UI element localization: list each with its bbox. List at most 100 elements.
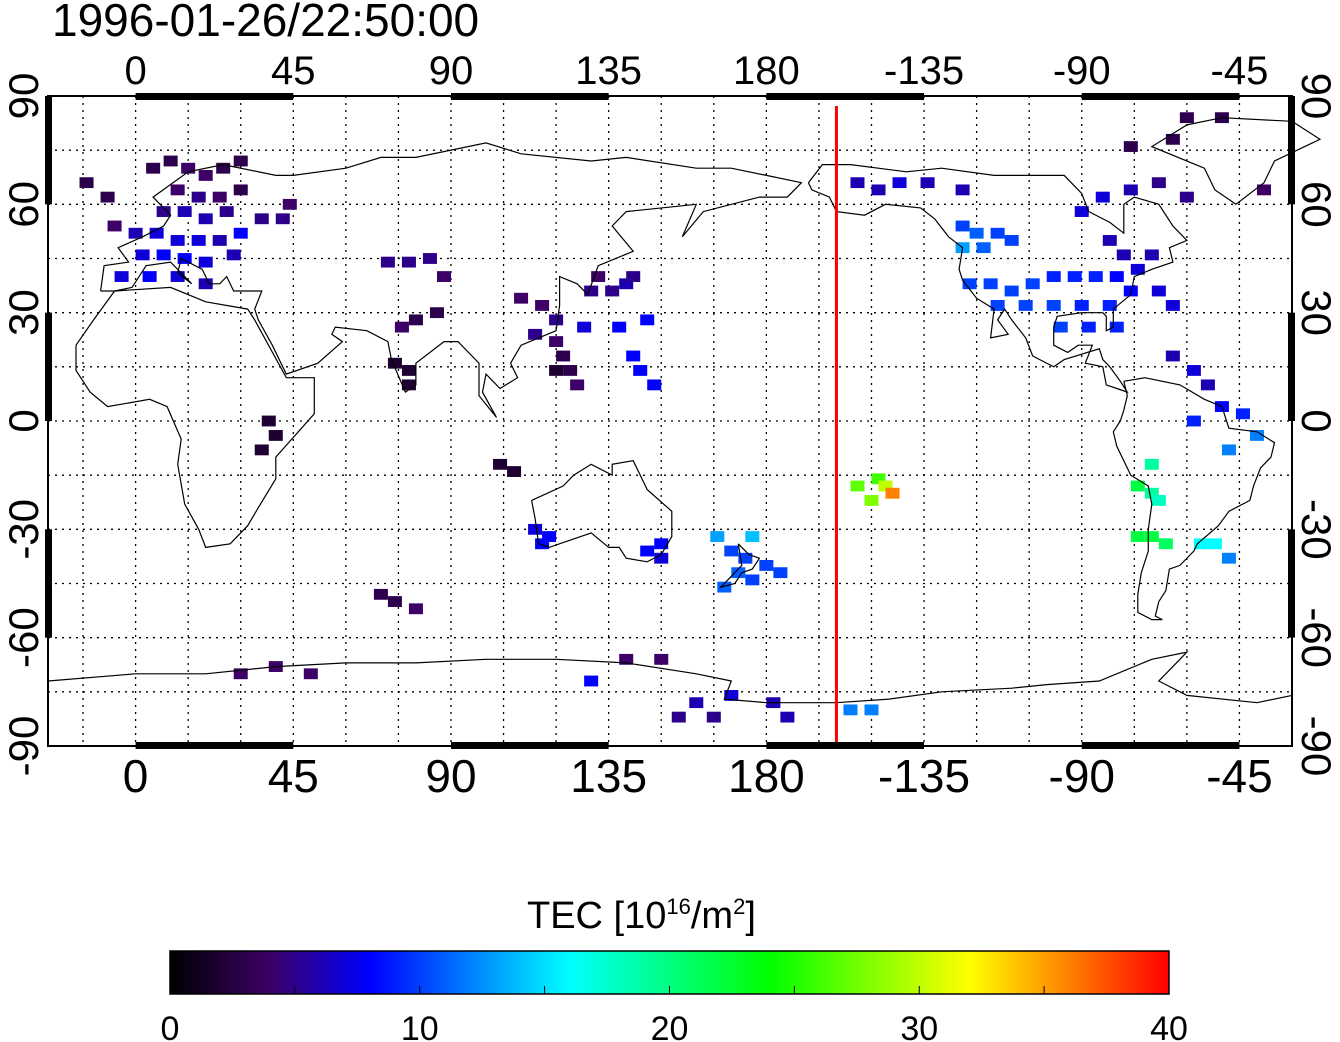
tec-cell — [850, 480, 865, 492]
tec-cell — [394, 321, 409, 333]
tec-cell — [549, 314, 564, 326]
frame-bar-bottom — [450, 742, 609, 749]
tec-cell — [1207, 538, 1222, 550]
tec-cell — [549, 365, 564, 376]
tec-cell — [216, 162, 231, 174]
tec-cell — [387, 596, 402, 607]
tec-cell — [745, 531, 760, 542]
coastline — [100, 142, 803, 418]
tec-cell — [181, 162, 196, 174]
tec-cell — [135, 249, 150, 261]
colorbar-title-unit: /m — [691, 895, 733, 937]
tec-cell — [380, 256, 395, 268]
right-lat-label: 90 — [1293, 73, 1340, 120]
tec-cell — [605, 285, 620, 297]
colorbar-tick-label: 10 — [401, 1010, 439, 1042]
tec-cell — [1165, 300, 1180, 311]
coastlines — [47, 117, 1322, 704]
tec-cell — [1081, 321, 1096, 333]
tec-cell — [373, 588, 388, 600]
left-lat-label: 60 — [0, 181, 47, 228]
tec-cell — [408, 603, 423, 615]
tec-cell — [514, 292, 529, 304]
tec-cell — [507, 466, 522, 477]
tec-cell — [920, 177, 935, 189]
coastline — [47, 651, 1293, 704]
right-lat-label: 60 — [1293, 181, 1340, 228]
tec-cell — [1088, 271, 1103, 282]
tec-cell — [647, 379, 662, 391]
colorbar-tick-label: 30 — [900, 1010, 938, 1042]
top-lon-label: 45 — [271, 49, 316, 93]
tec-cell — [654, 552, 669, 564]
tec-cell — [633, 365, 648, 376]
tec-cell — [955, 220, 970, 232]
bottom-lon-label: 0 — [123, 750, 149, 802]
tec-cell — [1130, 263, 1145, 275]
tec-cell — [1200, 379, 1215, 391]
tec-cell — [584, 675, 599, 687]
tec-cell — [1116, 249, 1131, 261]
tec-cell — [114, 271, 129, 282]
tec-cell — [885, 487, 900, 499]
tec-cell — [198, 278, 213, 290]
tec-cell — [268, 430, 283, 441]
tec-cell — [1018, 300, 1033, 311]
tec-cell — [1179, 191, 1194, 203]
tec-cell — [1249, 430, 1264, 441]
tec-cell — [170, 235, 185, 246]
coastline — [1150, 117, 1322, 206]
colorbar: TEC [1016/m2] 0 10 20 30 40 — [161, 894, 1188, 1042]
tec-cell — [191, 191, 206, 203]
left-lat-label: 30 — [0, 289, 47, 336]
tec-cell — [219, 206, 234, 217]
tec-cell — [1102, 235, 1117, 246]
tec-cell — [706, 711, 721, 723]
tec-cell — [591, 271, 606, 282]
tec-cell — [990, 300, 1005, 311]
tec-cell — [1144, 531, 1159, 542]
frame-bar-bottom — [1081, 742, 1240, 749]
tec-cell — [1102, 300, 1117, 311]
tec-cell — [146, 162, 161, 174]
tec-cell — [1004, 235, 1019, 246]
tec-cell — [1130, 480, 1145, 492]
tec-cell — [535, 300, 550, 311]
tec-cell — [408, 314, 423, 326]
tec-cell — [1123, 141, 1138, 152]
tec-cell — [254, 213, 269, 225]
tec-cell — [191, 235, 206, 246]
left-lat-label: 90 — [0, 73, 47, 120]
tec-cell — [1109, 271, 1124, 282]
tec-cell — [1186, 365, 1201, 376]
tec-cell — [1221, 444, 1236, 456]
tec-cell — [149, 227, 164, 239]
tec-cell — [556, 350, 571, 362]
frame-bar-top — [766, 93, 925, 100]
tec-cell — [163, 155, 178, 167]
tec-cell — [429, 307, 444, 319]
tec-cell — [1025, 278, 1040, 290]
bottom-lon-label: -90 — [1049, 750, 1115, 802]
tec-cell — [198, 256, 213, 268]
bottom-lon-label: 135 — [570, 750, 647, 802]
tec-cell — [871, 473, 886, 485]
tec-cell — [710, 531, 725, 542]
tec-cell — [156, 249, 171, 261]
tec-cell — [640, 545, 655, 557]
tec-cell — [422, 253, 437, 264]
tec-cell — [1095, 191, 1110, 203]
colorbar-title-exponent-2: 2 — [733, 894, 745, 919]
tec-cell — [100, 191, 115, 203]
tec-cell — [892, 177, 907, 189]
tec-cell — [401, 379, 416, 391]
tec-cell — [612, 321, 627, 333]
bottom-lon-label: 180 — [728, 750, 805, 802]
top-lon-label: 135 — [575, 49, 642, 93]
tec-cell — [1067, 271, 1082, 282]
tec-cell — [654, 538, 669, 550]
tec-cell — [626, 350, 641, 362]
tec-cell — [563, 365, 578, 376]
tec-cell — [962, 278, 977, 290]
colorbar-tick-label: 20 — [651, 1010, 689, 1042]
